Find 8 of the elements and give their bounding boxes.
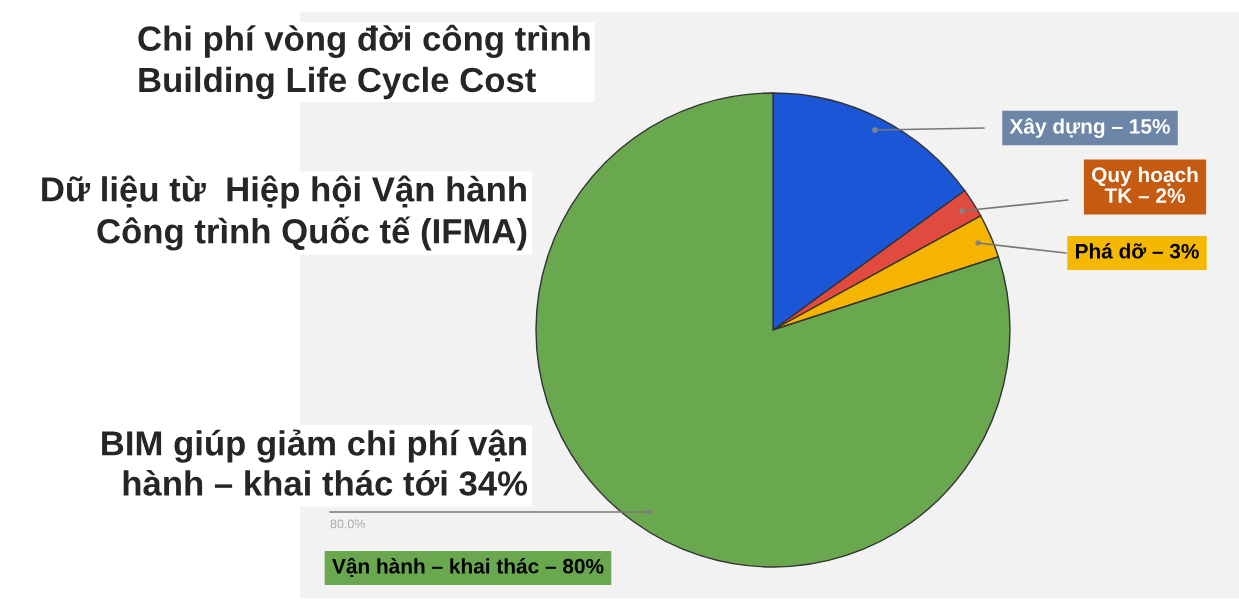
slice-label: Xây dựng – 15% xyxy=(1009,118,1170,138)
text: Dữ liệu từ Hiệp hội Vận hành Công trình Quốc tế (IFMA) xyxy=(42,175,527,251)
slice-label: Phá dỡ – 3% xyxy=(1075,243,1199,259)
slice-label: Vận hành – khai thác – 80% xyxy=(332,557,604,578)
data-label: 80.0% xyxy=(330,519,365,529)
chart-title: Chi phí vòng đời công trình Building Life Cycle Cost xyxy=(138,24,590,100)
text: BIM giúp giảm chi phí vận hành – khai thác tới 34% xyxy=(102,429,528,496)
slice-label: Quy hoạch TK – 2% xyxy=(1092,166,1198,204)
